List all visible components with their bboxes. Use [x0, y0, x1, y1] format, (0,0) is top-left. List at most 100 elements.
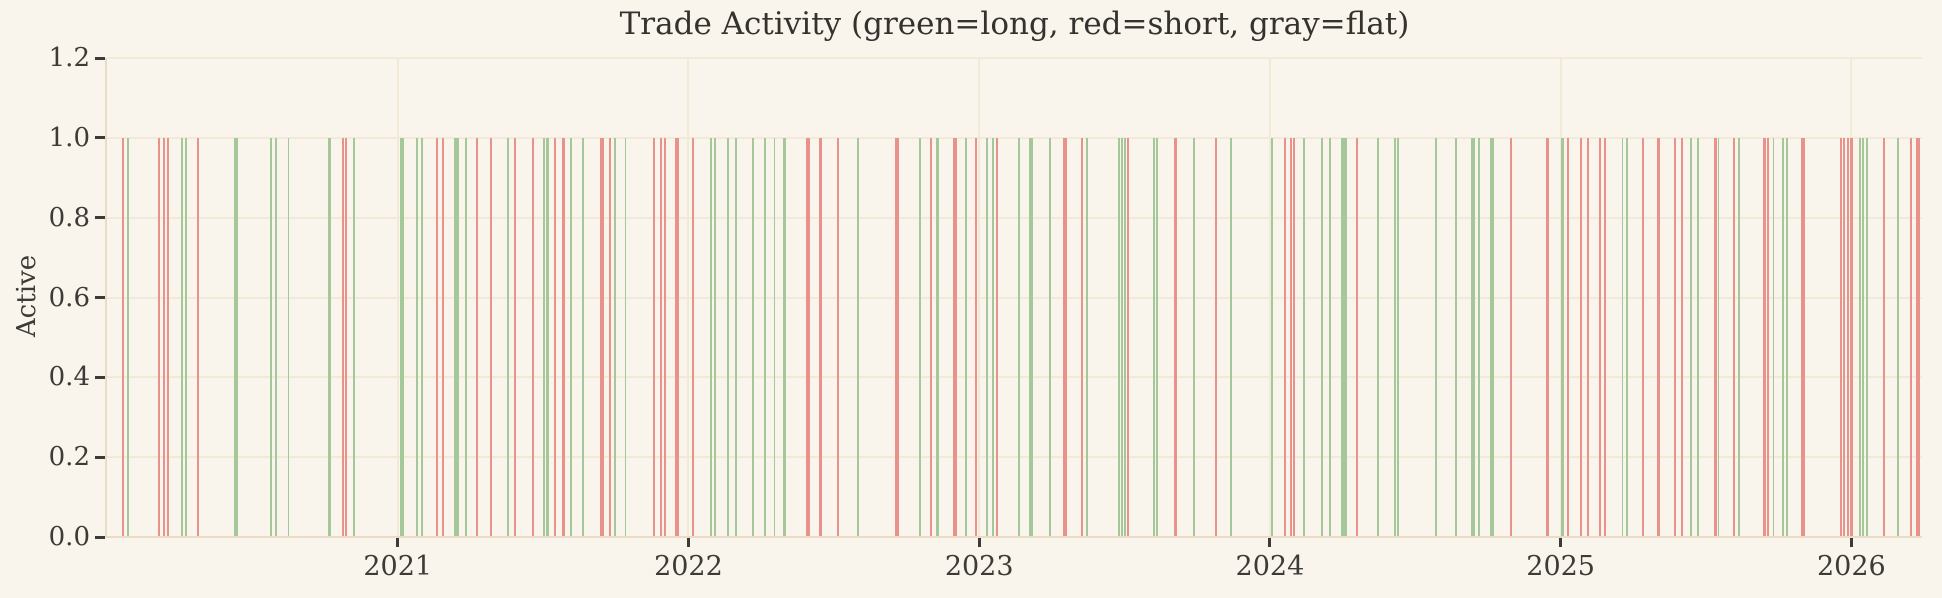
trade-bar-long [1690, 137, 1693, 537]
trade-bar-long [710, 137, 713, 537]
trade-bar-short [1916, 137, 1919, 537]
trade-bar-short [1714, 137, 1718, 537]
h-gridline [107, 456, 1922, 459]
trade-bar-long [465, 137, 467, 537]
trade-bar-short [996, 137, 999, 537]
trade-bar-short [1732, 137, 1735, 537]
trade-bar-long [773, 137, 776, 537]
trade-bar-long [287, 137, 290, 537]
trade-bar-short [1681, 137, 1684, 537]
y-tick [95, 216, 105, 220]
trade-bar-long [1230, 137, 1232, 537]
trade-bar-long [1772, 137, 1775, 537]
trade-bar-short [475, 137, 478, 537]
trade-bar-long [1696, 137, 1699, 537]
trade-bar-short [1509, 137, 1512, 537]
trade-bar-short [895, 137, 900, 537]
trade-bar-long [1120, 137, 1123, 537]
x-tick-label: 2021 [363, 551, 433, 582]
trade-bar-short [659, 137, 662, 537]
trade-bar-long [782, 137, 786, 537]
trade-bar-short [653, 137, 656, 537]
trade-bar-short [1292, 137, 1295, 537]
x-tick [1268, 538, 1272, 547]
trade-bar-short [1284, 137, 1287, 537]
trade-bar-short [664, 137, 667, 537]
trade-bar-short [162, 137, 165, 537]
trade-bar-short [1127, 137, 1130, 537]
trade-bar-long [352, 137, 355, 537]
trade-bar-long [1621, 137, 1624, 537]
trade-bar-long [1193, 137, 1195, 537]
x-tick [1849, 538, 1853, 547]
trade-bar-long [542, 137, 545, 537]
y-tick [95, 375, 105, 379]
trade-bar-long [415, 137, 418, 537]
trade-bar-short [532, 137, 535, 537]
h-gridline [107, 376, 1922, 379]
trade-bar-short [1767, 137, 1770, 537]
trade-bar-short [975, 137, 978, 537]
trade-bar-short [158, 137, 161, 537]
trade-bar-short [197, 137, 199, 537]
trade-bar-long [1376, 137, 1379, 537]
trade-bar-short [561, 137, 565, 537]
trade-bar-long [1454, 137, 1457, 537]
trade-bar-long [233, 137, 238, 537]
trade-bar-short [599, 137, 604, 537]
h-gridline [107, 136, 1922, 139]
trade-bar-long [126, 137, 129, 537]
x-tick-label: 2024 [1235, 551, 1305, 582]
y-tick-label: 1.2 [48, 43, 90, 73]
trade-bar-short [513, 137, 516, 537]
trade-bar-long [1302, 137, 1305, 537]
trade-bar-long [184, 137, 187, 537]
y-tick [95, 136, 105, 140]
trade-bar-long [1897, 137, 1900, 537]
v-gridline [1559, 58, 1562, 537]
trade-bar-long [1320, 137, 1323, 537]
trade-bar-long [420, 137, 423, 537]
trade-bar-short [930, 137, 933, 537]
v-gridline [1268, 58, 1271, 537]
trade-bar-long [1118, 137, 1121, 537]
y-axis-spine [105, 58, 107, 538]
trade-bar-short [608, 137, 611, 537]
trade-bar-short [818, 137, 822, 537]
v-gridline [978, 58, 981, 537]
x-tick [977, 538, 981, 547]
h-gridline [107, 216, 1922, 219]
trade-bar-long [399, 137, 404, 537]
trade-bar-long [1489, 137, 1494, 537]
trade-bar-short [1599, 137, 1602, 537]
trade-bar-short [553, 137, 556, 537]
trade-bar-short [1882, 137, 1886, 537]
trade-bar-long [992, 137, 995, 537]
trade-bar-long [919, 137, 922, 537]
trade-bar-long [1561, 137, 1565, 537]
y-tick-label: 0.6 [48, 282, 90, 313]
chart-title: Trade Activity (green=long, red=short, g… [619, 6, 1410, 42]
trade-bar-short [435, 137, 438, 537]
trade-bar-long [1625, 137, 1628, 537]
trade-bar-short [489, 137, 492, 537]
trade-bar-long [764, 137, 767, 537]
x-tick [1559, 538, 1563, 547]
trade-bar-long [1477, 137, 1480, 537]
trade-bar-long [1124, 137, 1127, 537]
y-tick-label: 0.8 [48, 202, 90, 233]
trade-bar-long [1737, 137, 1740, 537]
plot-area [107, 57, 1922, 538]
trade-bar-short [692, 137, 695, 537]
trade-bar-short [344, 137, 347, 537]
trade-bar-long [454, 137, 460, 537]
trade-bar-long [986, 137, 989, 537]
trade-bar-short [1545, 137, 1550, 537]
trade-bar-short [1840, 137, 1843, 537]
x-tick-label: 2022 [654, 551, 723, 582]
trade-bar-short [121, 137, 124, 537]
x-axis-spine [105, 536, 1922, 538]
trade-bar-long [1859, 137, 1862, 537]
trade-bar-long [545, 137, 549, 537]
trade-bar-short [1847, 137, 1850, 537]
